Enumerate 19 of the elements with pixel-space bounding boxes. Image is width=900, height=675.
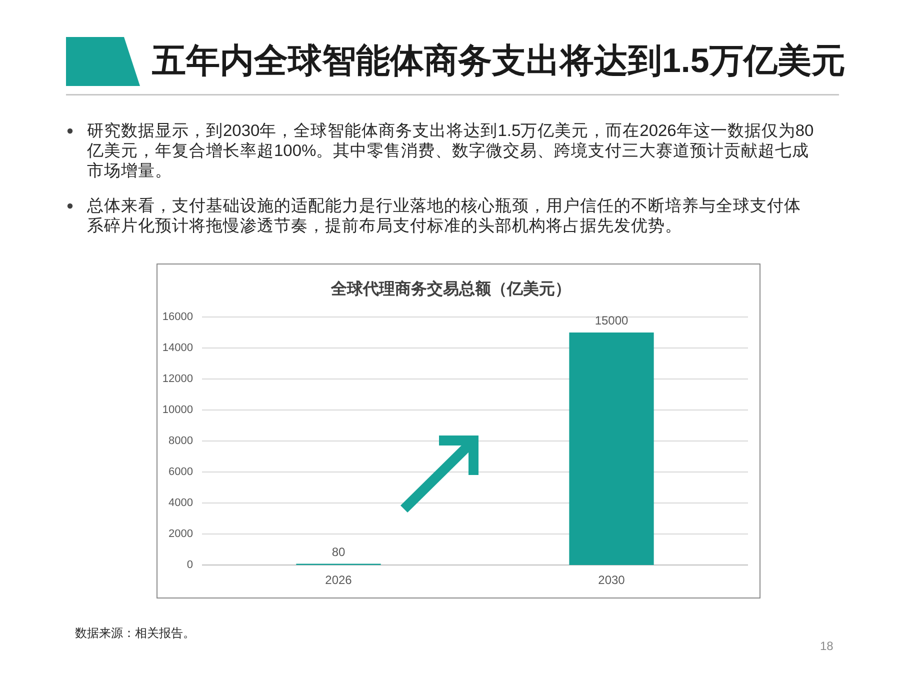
- y-tick-label: 0: [186, 559, 193, 571]
- chart-title: 五年内全球智能体商务支出将达到1.5万亿美元: [151, 42, 846, 80]
- y-tick-label: 16000: [162, 311, 193, 323]
- source-note: 数据来源：相关报告。: [75, 626, 195, 640]
- data-label: 15000: [594, 314, 629, 328]
- x-tick-label: 2030: [598, 573, 626, 587]
- y-tick-label: 10000: [162, 404, 193, 416]
- y-tick-label: 4000: [168, 497, 193, 509]
- y-tick-label: 14000: [162, 342, 193, 354]
- y-tick-label: 8000: [168, 435, 193, 447]
- y-tick-label: 12000: [162, 373, 193, 385]
- y-tick-label: 6000: [168, 466, 193, 478]
- text: 18: [820, 639, 834, 653]
- text: 研究数据显示，到2030年，全球智能体商务支出将达到1.5万亿美元，而在2026年这一数据仅为80亿美元，年复合增长率超100%。其中零售消费、数字微交易、跨境支付三大赛道预计贡献超七成市场增量。: [86, 121, 814, 180]
- x-tick-label: 2026: [325, 573, 352, 587]
- text: 总体来看，支付基础设施的适配能力是行业落地的核心瓶颈，用户信任的不断培养与全球支付体系碎片化预计将拖慢渗透节奏，提前布局支付标准的头部机构将占据先发优势。: [86, 196, 801, 235]
- chart-subtitle: 全球代理商务交易总额（亿美元）: [330, 278, 571, 298]
- data-label: 80: [332, 544, 346, 559]
- y-tick-label: 2000: [168, 528, 193, 540]
